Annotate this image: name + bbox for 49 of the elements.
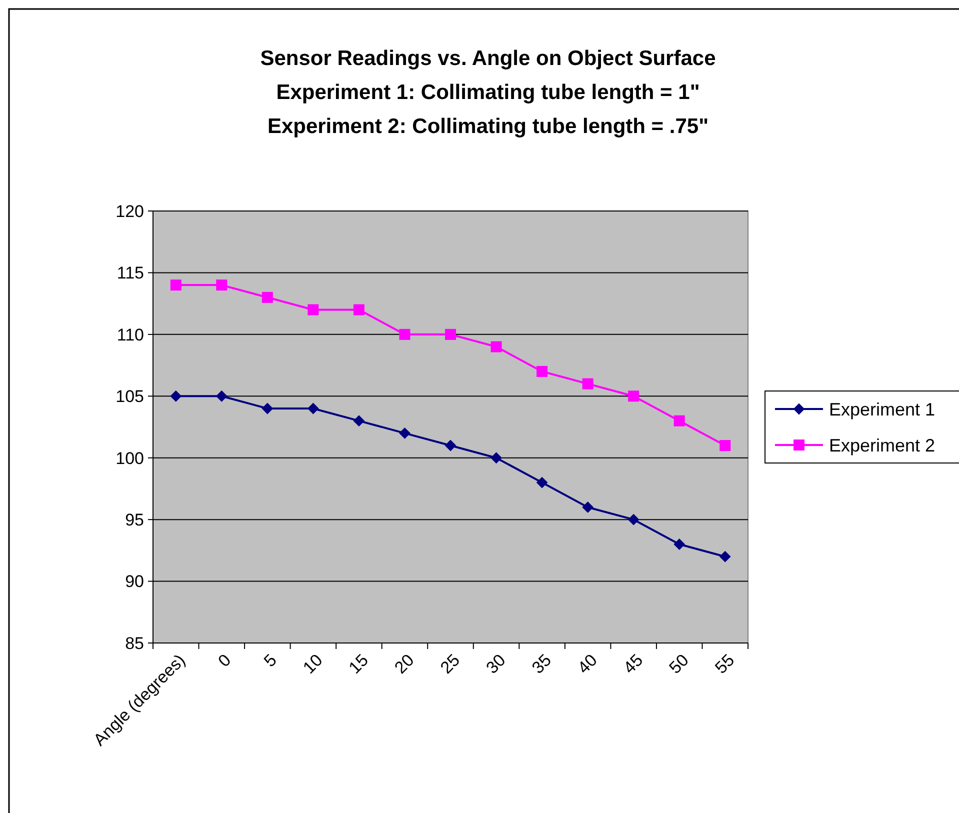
point bbox=[582, 502, 594, 513]
x-tick-label: 45 bbox=[620, 650, 647, 678]
legend-label: Experiment 2 bbox=[829, 435, 936, 456]
x-tick-label: 50 bbox=[666, 650, 692, 678]
point bbox=[353, 415, 364, 426]
x-tick-label: 55 bbox=[711, 650, 738, 678]
point bbox=[399, 328, 410, 340]
point bbox=[262, 402, 273, 414]
point bbox=[170, 280, 182, 291]
y-tick-label: 120 bbox=[116, 202, 144, 221]
point bbox=[308, 304, 319, 316]
x-tick-label: 20 bbox=[390, 650, 418, 678]
point bbox=[674, 538, 685, 550]
x-tick-label: 15 bbox=[345, 650, 372, 678]
y-tick-label: 115 bbox=[116, 264, 144, 283]
y-tick-label: 100 bbox=[116, 448, 144, 468]
chart-title: Sensor Readings vs. Angle on Object Surface Experiment 1: Collimating tube length = 1" Experiment 2: Collimating tube length = .75" bbox=[260, 47, 716, 138]
point bbox=[628, 514, 640, 526]
point bbox=[536, 477, 548, 488]
x-tick-label: 30 bbox=[482, 650, 510, 678]
point bbox=[262, 292, 273, 303]
point bbox=[490, 341, 502, 352]
point bbox=[216, 390, 228, 402]
point bbox=[445, 440, 456, 452]
point bbox=[445, 328, 456, 340]
y-tick-label: 85 bbox=[125, 634, 144, 653]
x-tick-label: 0 bbox=[214, 650, 235, 671]
point bbox=[720, 440, 731, 452]
x-tick-label: 10 bbox=[299, 650, 326, 678]
point bbox=[399, 428, 410, 439]
y-tick-label: 105 bbox=[116, 387, 144, 406]
y-tick-label: 95 bbox=[125, 510, 144, 530]
point bbox=[308, 402, 319, 414]
y-tick-label: 90 bbox=[125, 572, 144, 592]
y-tick-label: 110 bbox=[116, 325, 144, 344]
point bbox=[216, 280, 228, 291]
point bbox=[353, 304, 364, 316]
point bbox=[170, 390, 182, 402]
point bbox=[490, 452, 502, 464]
point bbox=[674, 415, 685, 426]
point bbox=[582, 378, 594, 390]
x-tick-label: 25 bbox=[436, 650, 464, 678]
x-tick-label: 5 bbox=[260, 650, 280, 671]
x-tick-label: 35 bbox=[528, 650, 556, 678]
point bbox=[536, 366, 548, 377]
x-tick-label: 40 bbox=[574, 650, 601, 678]
point bbox=[720, 551, 731, 562]
point bbox=[628, 390, 640, 402]
legend-label: Experiment 1 bbox=[829, 399, 936, 420]
